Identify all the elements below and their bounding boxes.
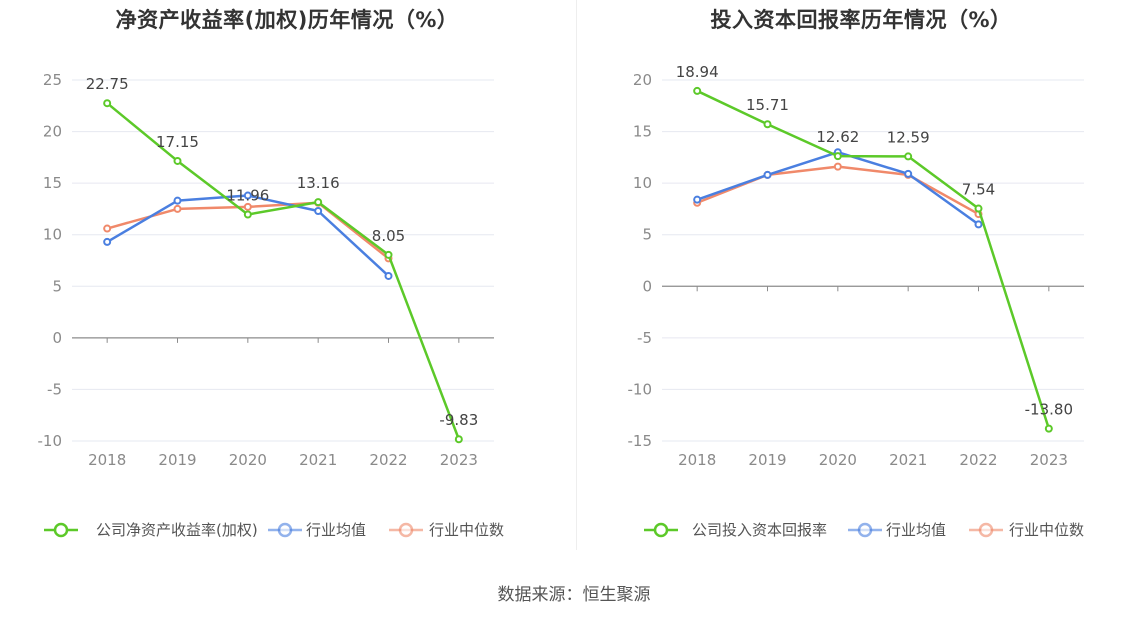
legend-label: 行业均值 [306, 521, 366, 539]
y-tick-label: -10 [38, 432, 63, 450]
roe-line-chart: -10 -5 0 5 10 15 20 25 2018 2019 2020 2021 2022 2023 2… [38, 71, 505, 539]
data-label: 12.59 [887, 128, 930, 146]
data-source-text: 数据来源：恒生聚源 [497, 585, 651, 605]
data-label: 8.05 [372, 227, 405, 245]
x-tick-label: 2020 [819, 451, 857, 469]
data-point [1044, 424, 1053, 433]
y-tick-label: 25 [43, 71, 62, 89]
y-tick-label: 20 [43, 123, 62, 141]
data-label: 17.15 [156, 133, 199, 151]
y-tick-label: -10 [628, 380, 653, 398]
y-tick-label: 20 [633, 71, 652, 89]
data-label: 15.71 [746, 96, 789, 114]
data-label: 18.94 [676, 63, 719, 81]
x-tick-label: 2021 [889, 451, 927, 469]
legend-swatch-marker [653, 522, 669, 538]
data-point [314, 206, 323, 215]
data-point [763, 120, 772, 129]
series-line [696, 89, 1051, 430]
data-point [904, 152, 913, 161]
x-tick-label: 2022 [959, 451, 997, 469]
data-point [173, 196, 182, 205]
data-point [974, 204, 983, 213]
data-point [173, 156, 182, 165]
series-line [106, 102, 461, 440]
x-tick-label: 2021 [299, 451, 337, 469]
legend-swatch-marker [53, 522, 69, 538]
chart-title-roic: 投入资本回报率历年情况（%） [710, 8, 1012, 32]
data-point [243, 210, 252, 219]
data-point [904, 169, 913, 178]
data-label: 13.16 [297, 174, 340, 192]
data-point [974, 220, 983, 229]
panel-divider [576, 0, 577, 550]
legend-swatch-marker [978, 522, 994, 538]
data-point [314, 198, 323, 207]
data-point [384, 271, 393, 280]
data-point [243, 191, 252, 200]
y-tick-label: -5 [637, 329, 652, 347]
data-point [763, 170, 772, 179]
series-line [696, 165, 980, 216]
data-point [103, 237, 112, 246]
legend-swatch-marker [277, 522, 293, 538]
y-tick-label: 15 [43, 174, 62, 192]
legend-label: 行业中位数 [429, 521, 504, 539]
data-point [833, 152, 842, 161]
legend-label: 行业中位数 [1009, 521, 1084, 539]
data-label: -13.80 [1025, 401, 1073, 419]
legend-label: 公司净资产收益率(加权) [96, 521, 258, 539]
y-tick-label: 15 [633, 123, 652, 141]
legend-label: 公司投入资本回报率 [692, 521, 827, 539]
data-point [384, 250, 393, 259]
data-label: 11.96 [226, 186, 269, 204]
roic-line-chart: -15 -10 -5 0 5 10 15 20 2018 2019 2020 2021 2022 2023… [628, 63, 1085, 539]
x-tick-label: 2018 [678, 451, 716, 469]
x-tick-label: 2020 [229, 451, 267, 469]
data-point [103, 99, 112, 108]
y-tick-label: 5 [52, 277, 62, 295]
y-tick-label: 5 [642, 226, 652, 244]
data-point [693, 86, 702, 95]
y-tick-label: -15 [628, 432, 653, 450]
legend-swatch-marker [398, 522, 414, 538]
data-point [243, 202, 252, 211]
data-point [173, 204, 182, 213]
data-label: 22.75 [86, 75, 129, 93]
x-tick-label: 2022 [369, 451, 407, 469]
data-label: 12.62 [816, 128, 859, 146]
y-tick-label: 10 [43, 226, 62, 244]
data-point [833, 162, 842, 171]
data-point [454, 435, 463, 444]
data-point [693, 195, 702, 204]
data-label: -9.83 [439, 411, 478, 429]
y-tick-label: 0 [642, 277, 652, 295]
x-tick-label: 2023 [1030, 451, 1068, 469]
x-tick-label: 2023 [440, 451, 478, 469]
x-tick-label: 2019 [748, 451, 786, 469]
data-label: 7.54 [962, 181, 995, 199]
y-tick-label: 10 [633, 174, 652, 192]
data-point [103, 224, 112, 233]
x-tick-label: 2019 [158, 451, 196, 469]
y-tick-label: 0 [52, 329, 62, 347]
legend-swatch-marker [857, 522, 873, 538]
x-tick-label: 2018 [88, 451, 126, 469]
chart-title-roe: 净资产收益率(加权)历年情况（%） [115, 8, 459, 32]
legend-label: 行业均值 [886, 521, 946, 539]
y-tick-label: -5 [47, 380, 62, 398]
